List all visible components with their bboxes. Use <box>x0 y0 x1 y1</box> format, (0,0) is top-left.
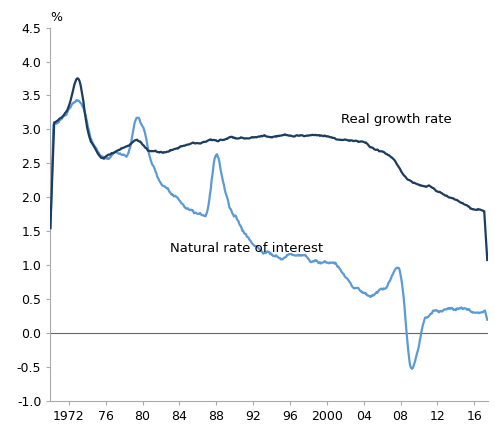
Text: Natural rate of interest: Natural rate of interest <box>170 242 323 255</box>
Text: %: % <box>50 11 62 24</box>
Text: Real growth rate: Real growth rate <box>341 113 451 126</box>
